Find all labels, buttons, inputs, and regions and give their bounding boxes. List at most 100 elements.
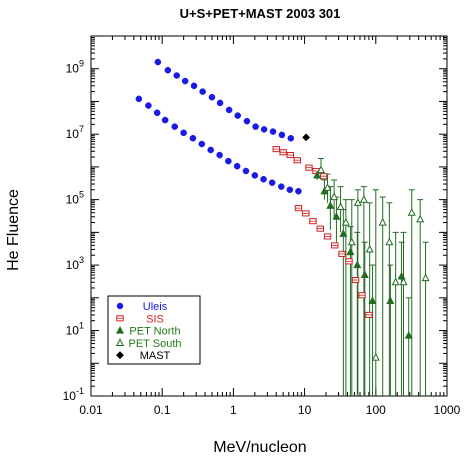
uleis-point [278,131,286,139]
legend-marker-pet-north [115,326,125,334]
pet-south-point [316,165,326,174]
uleis-point [198,140,206,148]
sis-point [316,225,324,232]
legend-label-mast: MAST [140,350,171,362]
pet-south-point [353,198,362,206]
sis-point [319,173,328,180]
sis-point [331,242,339,249]
x-tick-label: 1 [230,403,237,417]
uleis-point [268,179,276,186]
sis-point [345,258,353,265]
legend-marker-mast [116,351,124,360]
error-bars [314,158,429,396]
pet-north-point [313,170,322,179]
uleis-point [277,183,285,190]
legend-marker-uleis [116,302,124,310]
pet-north-point [332,212,341,220]
x-tick-label: 100 [366,403,386,417]
pet-south-point [347,237,356,246]
data-markers [135,58,430,361]
uleis-point [171,123,179,130]
uleis-point [269,128,277,135]
plot-area [90,35,448,397]
uleis-point [164,66,172,74]
mast-point [302,133,311,142]
y-tick-label: 107 [66,124,84,141]
legend-marker-sis [116,315,124,322]
sis-point [305,164,313,171]
uleis-point [154,58,162,66]
x-tick-label: 0.01 [79,403,103,417]
y-axis: 10-1 101 103 105 107 109 [63,35,447,403]
uleis-point [216,99,224,107]
pet-south-point [359,195,368,203]
x-axis: 0.01 0.1 1 10 100 1000 [79,36,461,417]
pet-south-point [421,273,430,282]
uleis-point [233,162,241,170]
legend-label-pet-south: PET South [129,338,182,350]
legend-label-uleis: Uleis [143,301,168,313]
uleis-point [207,146,214,154]
uleis-point [181,77,189,85]
y-tick-label: 105 [66,190,84,207]
uleis-point [242,167,250,175]
uleis-point [234,112,242,119]
uleis-point [180,129,187,137]
pet-south-point [323,183,332,191]
sis-point [351,276,360,284]
sis-point [338,250,346,257]
pet-north-point [386,296,395,305]
legend-box [107,295,201,365]
uleis-point [145,102,152,109]
uleis-point [153,109,161,117]
x-tick-label: 0.1 [154,403,171,417]
pet-south-point [399,277,408,286]
sis-point [286,152,295,159]
x-tick-label: 10 [298,403,312,417]
pet-south-point [371,352,380,361]
sis-point [272,146,280,153]
pet-north-point [368,296,377,305]
pet-south-point [416,214,425,223]
pet-south-point [341,217,350,226]
uleis-point [286,186,294,194]
y-tick-label: 103 [66,255,84,272]
pet-south-point [407,208,416,216]
uleis-point [251,172,259,179]
sis-point [294,205,303,212]
y-axis-label: He Fluence [5,189,22,271]
uleis-point [252,123,259,130]
sis-point [358,292,366,299]
sis-point [365,311,373,318]
pet-north-point [397,271,406,280]
sis-point [279,149,287,156]
legend-label-sis: SIS [146,313,164,325]
pet-south-point [391,277,400,286]
uleis-point [216,151,223,159]
pet-north-point [339,229,348,237]
uleis-point [243,117,251,125]
uleis-point [199,88,206,95]
x-axis-label: MeV/nucleon [213,439,306,456]
legend-label-pet-north: PET North [129,326,180,338]
uleis-point [208,93,216,101]
pet-north-point [353,260,362,269]
pet-north-point [346,247,355,256]
y-tick-label: 10-1 [63,386,84,403]
y-tick-label: 101 [66,321,84,338]
uleis-point [287,134,295,142]
pet-north-point [404,331,413,339]
uleis-point [161,116,169,124]
uleis-point [189,134,197,142]
pet-south-point [336,202,345,210]
legend-marker-pet-south [115,338,125,346]
sis-point [323,233,332,240]
pet-north-point [326,201,335,209]
uleis-point [260,175,267,183]
chart-title: U+S+PET+MAST 2003 301 [180,6,341,21]
y-tick-label: 109 [66,59,84,76]
x-tick-label: 1000 [434,403,461,417]
pet-south-point [385,237,394,246]
